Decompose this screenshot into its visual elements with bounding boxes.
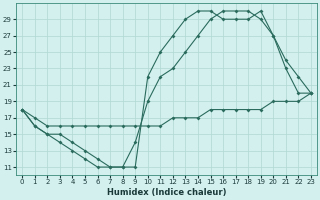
X-axis label: Humidex (Indice chaleur): Humidex (Indice chaleur)	[107, 188, 226, 197]
